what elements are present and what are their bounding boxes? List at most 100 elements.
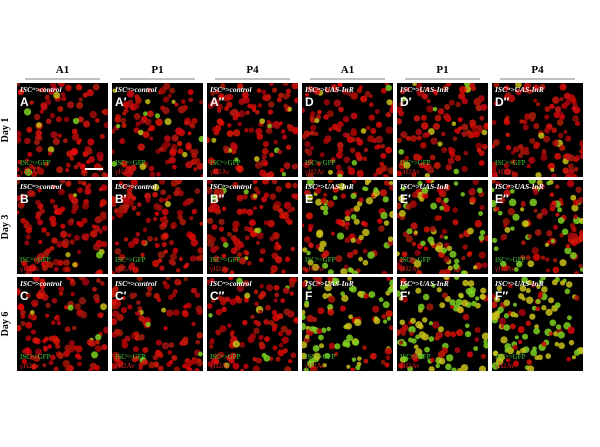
cell xyxy=(384,180,389,186)
cell xyxy=(81,278,90,286)
cell xyxy=(467,227,474,235)
cell xyxy=(444,103,451,111)
cell xyxy=(239,257,247,265)
cell xyxy=(171,355,178,361)
cell xyxy=(504,343,512,351)
cell xyxy=(564,99,571,106)
cell xyxy=(349,207,354,212)
cell xyxy=(549,192,555,197)
cell xyxy=(336,232,345,240)
cell xyxy=(53,204,59,210)
cell xyxy=(385,146,393,154)
cell xyxy=(439,302,446,309)
cell xyxy=(428,321,433,326)
cell xyxy=(94,345,102,353)
cell xyxy=(215,308,223,316)
cell xyxy=(163,326,168,331)
cell xyxy=(304,334,310,339)
h2av-label: γH2Av xyxy=(114,265,135,273)
cell xyxy=(45,231,50,237)
cell xyxy=(540,153,548,162)
cell xyxy=(492,187,495,193)
cell xyxy=(179,105,187,113)
cell xyxy=(209,339,215,345)
cell xyxy=(350,237,356,243)
cell xyxy=(504,168,511,176)
gfp-label: ISCᵗˢ>GFP xyxy=(20,353,51,361)
cell xyxy=(470,85,477,92)
gfp-label: ISCᵗˢ>GFP xyxy=(20,256,51,264)
cell xyxy=(445,363,452,371)
cell xyxy=(373,172,378,177)
cell xyxy=(57,352,64,360)
cell xyxy=(175,268,181,273)
cell xyxy=(493,246,499,252)
cell xyxy=(571,355,577,360)
cell xyxy=(133,112,141,120)
cell xyxy=(80,311,88,319)
cell xyxy=(302,107,305,114)
cell xyxy=(212,255,220,263)
cell xyxy=(342,116,350,123)
cell xyxy=(210,90,216,96)
cell xyxy=(289,291,295,296)
cell xyxy=(218,218,225,225)
cell xyxy=(520,202,526,208)
cell xyxy=(541,148,547,154)
cell xyxy=(253,327,260,335)
cell xyxy=(118,205,125,213)
cell xyxy=(269,193,277,200)
genotype: ISCᵗˢ>control xyxy=(114,182,158,191)
cell xyxy=(326,326,331,332)
cell xyxy=(424,346,430,353)
cell xyxy=(148,124,156,132)
cell xyxy=(136,202,142,208)
cell xyxy=(350,112,358,120)
cell xyxy=(510,226,515,231)
cell xyxy=(146,87,153,94)
cell xyxy=(459,86,467,94)
cell xyxy=(51,297,58,304)
panel-letter: F″ xyxy=(495,289,508,303)
gfp-label: ISCᵗˢ>GFP xyxy=(495,159,526,167)
h2av-label: γH2Av xyxy=(494,168,515,176)
cell xyxy=(39,109,45,114)
cell xyxy=(526,359,533,365)
cell xyxy=(290,277,298,283)
cell xyxy=(387,167,393,175)
cell xyxy=(207,136,211,144)
cell xyxy=(405,135,411,142)
cell xyxy=(255,357,262,364)
cell xyxy=(406,228,413,235)
cell xyxy=(95,339,100,345)
cell xyxy=(177,148,184,155)
cell xyxy=(452,136,458,142)
cell xyxy=(159,87,167,95)
cell xyxy=(320,327,327,334)
cell xyxy=(242,193,248,200)
cell xyxy=(236,284,244,292)
cell xyxy=(211,137,217,143)
cell xyxy=(65,180,72,187)
cell xyxy=(322,262,329,269)
cell xyxy=(451,367,457,371)
cell xyxy=(351,160,358,166)
cell xyxy=(570,194,577,201)
cell xyxy=(221,266,229,274)
cell xyxy=(551,279,558,286)
cell xyxy=(480,353,487,359)
cell xyxy=(533,143,540,150)
genotype: ISCᵗˢ>UAS-InR xyxy=(399,85,449,94)
cell xyxy=(452,219,459,226)
cell xyxy=(362,259,369,266)
cell xyxy=(503,162,510,169)
gfp-label: ISCᵗˢ>GFP xyxy=(210,256,241,264)
cell xyxy=(328,342,336,350)
cell xyxy=(27,151,33,158)
cell xyxy=(118,181,124,186)
cell xyxy=(527,260,535,268)
cell xyxy=(285,88,291,94)
cell xyxy=(167,350,173,355)
cell xyxy=(135,311,141,317)
cell xyxy=(552,266,560,274)
